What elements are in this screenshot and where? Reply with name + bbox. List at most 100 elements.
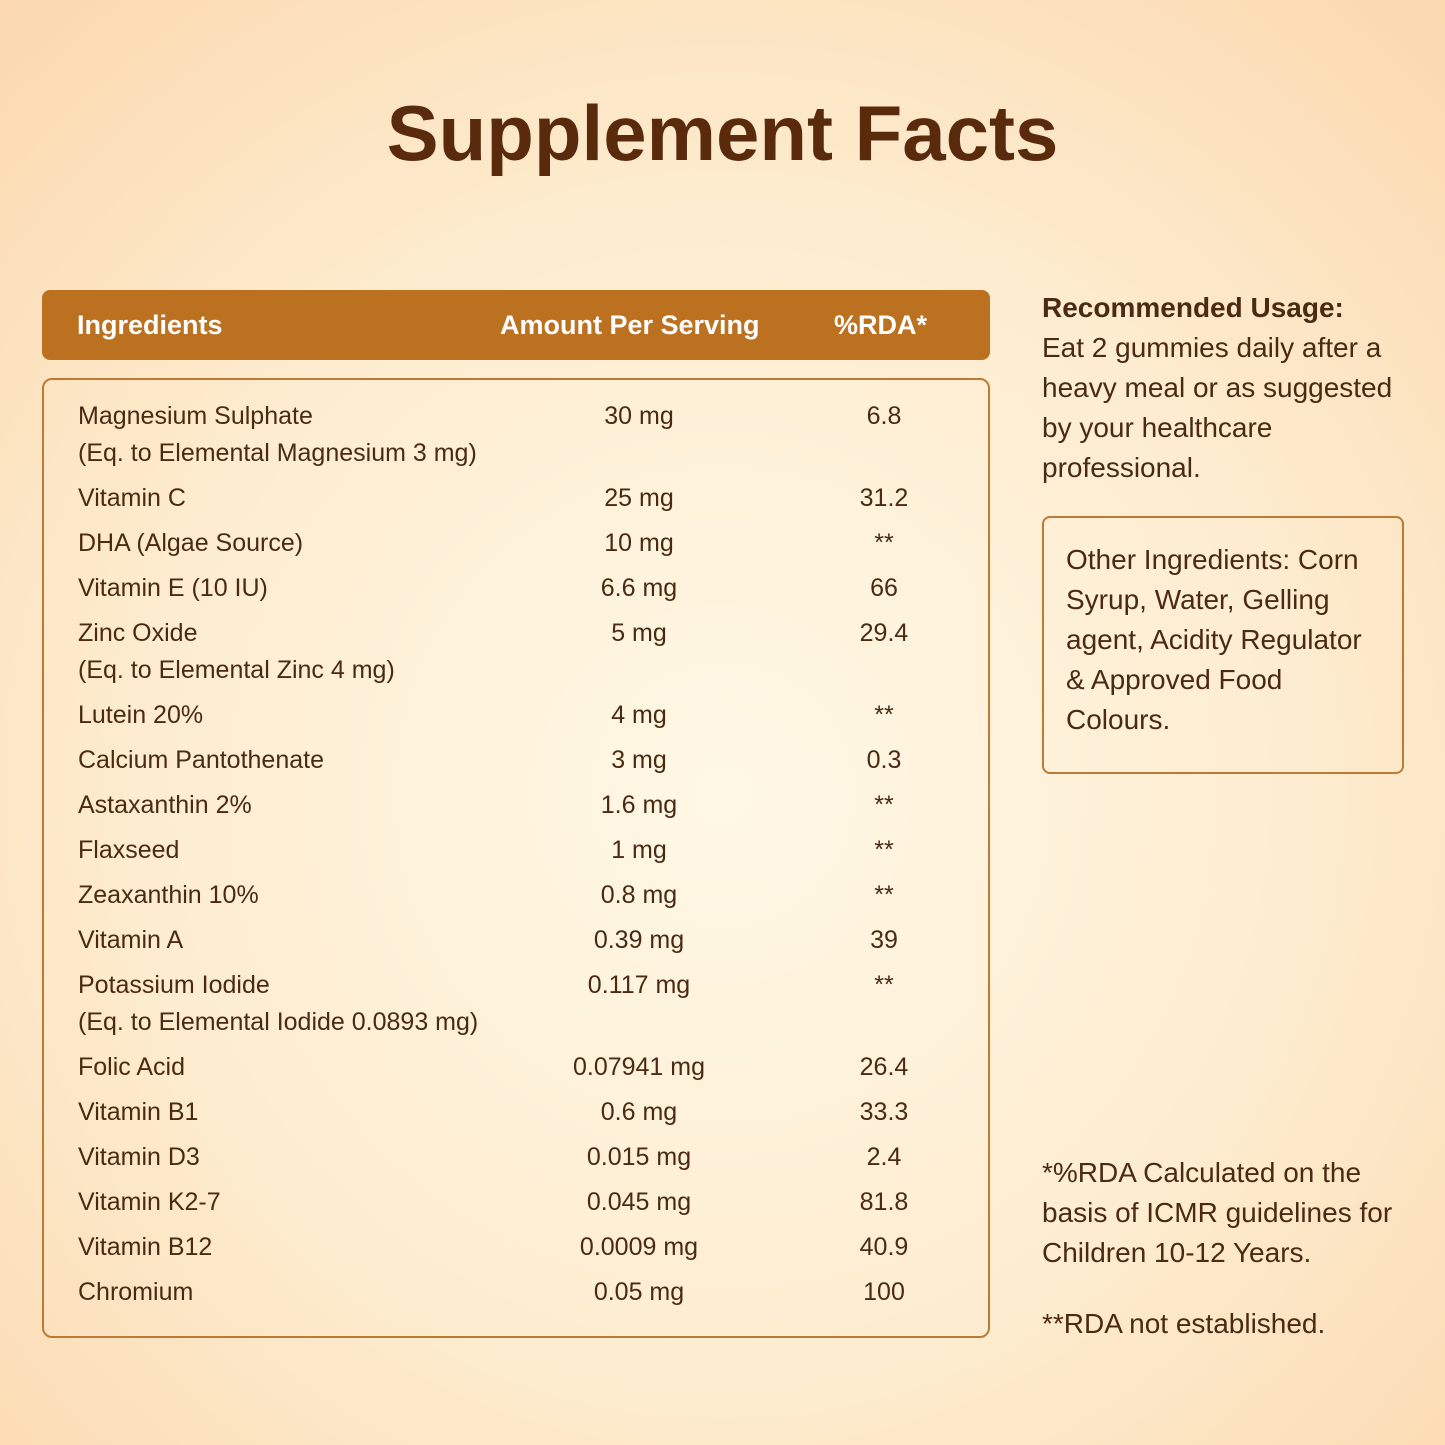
amount-cell: 0.6 mg [600, 1098, 678, 1126]
ingredient-cell: Lutein 20% [44, 697, 558, 734]
rda-cell: 0.3 [866, 746, 902, 774]
ingredient-line: Vitamin B1 [78, 1098, 199, 1126]
ingredient-cell: Flaxseed [44, 832, 558, 869]
amount-cell: 3 mg [611, 746, 667, 774]
ingredient-line: Vitamin A [78, 926, 184, 954]
table-row: Vitamin D3 0.015 mg 2.4 [44, 1139, 988, 1176]
rda-cell: ** [874, 791, 894, 819]
table-row: Zeaxanthin 10% 0.8 mg ** [44, 877, 988, 914]
ingredient-cell: Calcium Pantothenate [44, 742, 558, 779]
ingredient-cell: Magnesium Sulphate (Eq. to Elemental Magn… [44, 398, 558, 472]
rda-cell: ** [874, 701, 894, 729]
ingredient-cell: Potassium Iodide (Eq. to Elemental Iodide… [44, 967, 558, 1041]
usage-text: Eat 2 gummies daily after a heavy meal o… [1042, 332, 1393, 483]
usage-heading: Recommended Usage: [1042, 292, 1344, 323]
rows: Magnesium Sulphate (Eq. to Elemental Magn… [44, 380, 988, 1311]
amount-cell: 5 mg [611, 619, 667, 647]
rda-cell: 26.4 [859, 1053, 909, 1081]
table-row: Lutein 20% 4 mg ** [44, 697, 988, 734]
title: Supplement Facts [386, 89, 1059, 177]
table-body: Magnesium Sulphate (Eq. to Elemental Magn… [42, 378, 990, 1338]
table-row: Vitamin A 0.39 mg 39 [44, 922, 988, 959]
amount-cell: 25 mg [604, 484, 674, 512]
ingredient-line: (Eq. to Elemental Zinc 4 mg) [78, 656, 395, 684]
ingredient-cell: Vitamin B1 [44, 1094, 558, 1131]
ingredient-line: (Eq. to Elemental Magnesium 3 mg) [78, 439, 477, 467]
ingredient-cell: DHA (Algae Source) [44, 525, 558, 562]
table-row: Flaxseed 1 mg ** [44, 832, 988, 869]
table-row: Folic Acid 0.07941 mg 26.4 [44, 1049, 988, 1086]
ingredient-line: Zeaxanthin 10% [78, 881, 259, 909]
rda-cell: ** [874, 971, 894, 999]
rda-cell: 40.9 [859, 1233, 909, 1261]
table-header: Ingredients Amount Per Serving %RDA* [42, 290, 990, 360]
ingredient-cell: Zeaxanthin 10% [44, 877, 558, 914]
ingredient-cell: Vitamin A [44, 922, 558, 959]
ingredient-line: Lutein 20% [78, 701, 204, 729]
amount-cell: 6.6 mg [600, 574, 678, 602]
table-row: Astaxanthin 2% 1.6 mg ** [44, 787, 988, 824]
ingredient-cell: Chromium [44, 1274, 558, 1311]
amount-cell: 10 mg [604, 529, 674, 557]
rda-cell: 100 [863, 1278, 905, 1306]
rda-cell: 33.3 [859, 1098, 909, 1126]
ingredient-line: Astaxanthin 2% [78, 791, 252, 819]
table-row: Chromium 0.05 mg 100 [44, 1274, 988, 1311]
footnote: **RDA not established. [1042, 1308, 1326, 1339]
table-row: Vitamin B12 0.0009 mg 40.9 [44, 1229, 988, 1266]
ingredient-line: Chromium [78, 1278, 194, 1306]
rda-cell: ** [874, 529, 894, 557]
ingredient-line: Folic Acid [78, 1053, 185, 1081]
ingredient-line: Flaxseed [78, 836, 180, 864]
ingredient-line: Vitamin K2-7 [78, 1188, 221, 1216]
amount-cell: 1.6 mg [600, 791, 678, 819]
other-ingredients: Other Ingredients: Corn Syrup, Water, Ge… [1042, 516, 1404, 774]
table-row: Vitamin E (10 IU) 6.6 mg 66 [44, 570, 988, 607]
ingredient-line: Vitamin C [78, 484, 186, 512]
table-row: DHA (Algae Source) 10 mg ** [44, 525, 988, 562]
header-cell: Ingredients [77, 310, 223, 340]
amount-cell: 0.39 mg [593, 926, 685, 954]
ingredient-line: Vitamin B12 [78, 1233, 213, 1261]
ingredient-cell: Vitamin E (10 IU) [44, 570, 558, 607]
header-cell: %RDA* [834, 310, 928, 340]
amount-cell: 0.0009 mg [579, 1233, 699, 1261]
ingredient-line: Zinc Oxide [78, 619, 198, 647]
rda-cell: ** [874, 836, 894, 864]
table-row: Magnesium Sulphate (Eq. to Elemental Magn… [44, 398, 988, 472]
table-row: Zinc Oxide (Eq. to Elemental Zinc 4 mg) 5 … [44, 615, 988, 689]
ingredient-line: (Eq. to Elemental Iodide 0.0893 mg) [78, 1008, 479, 1036]
amount-cell: 0.045 mg [586, 1188, 692, 1216]
footnote: *%RDA Calculated on the basis of ICMR gu… [1042, 1157, 1393, 1268]
amount-cell: 4 mg [611, 701, 667, 729]
rda-cell: 29.4 [859, 619, 909, 647]
ingredient-cell: Vitamin K2-7 [44, 1184, 558, 1221]
ingredient-cell: Folic Acid [44, 1049, 558, 1086]
amount-cell: 0.07941 mg [572, 1053, 706, 1081]
ingredient-line: Magnesium Sulphate [78, 402, 313, 430]
rda-cell: 66 [870, 574, 898, 602]
usage: Recommended Usage: Eat 2 gummies daily a… [1042, 288, 1402, 488]
amount-cell: 30 mg [604, 402, 674, 430]
ingredient-cell: Astaxanthin 2% [44, 787, 558, 824]
ingredient-cell: Zinc Oxide (Eq. to Elemental Zinc 4 mg) [44, 615, 558, 689]
header-cell: Amount Per Serving [500, 310, 760, 340]
ingredient-cell: Vitamin D3 [44, 1139, 558, 1176]
table-row: Potassium Iodide (Eq. to Elemental Iodide… [44, 967, 988, 1041]
ingredient-cell: Vitamin B12 [44, 1229, 558, 1266]
rda-cell: 31.2 [859, 484, 909, 512]
ingredient-cell: Vitamin C [44, 480, 558, 517]
amount-cell: 0.05 mg [593, 1278, 685, 1306]
amount-cell: 0.117 mg [587, 971, 691, 999]
rda-cell: 6.8 [866, 402, 902, 430]
ingredient-line: DHA (Algae Source) [78, 529, 304, 557]
table-row: Vitamin K2-7 0.045 mg 81.8 [44, 1184, 988, 1221]
ingredient-line: Potassium Iodide [78, 971, 270, 999]
table-row: Calcium Pantothenate 3 mg 0.3 [44, 742, 988, 779]
amount-cell: 0.8 mg [600, 881, 678, 909]
rda-cell: ** [874, 881, 894, 909]
rda-cell: 2.4 [866, 1143, 902, 1171]
rda-cell: 39 [870, 926, 898, 954]
table-row: Vitamin B1 0.6 mg 33.3 [44, 1094, 988, 1131]
